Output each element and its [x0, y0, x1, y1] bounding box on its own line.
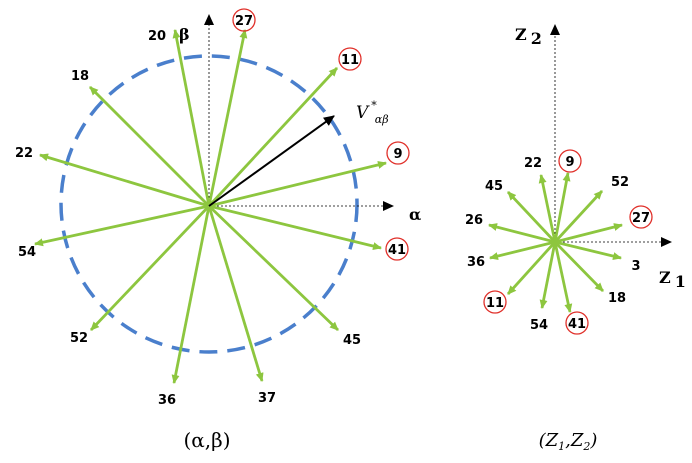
label-20: 20: [148, 29, 166, 44]
marker-11: [338, 47, 362, 71]
marker-41: [385, 237, 409, 261]
z-vector-26: [488, 223, 556, 244]
z-vector-45: [506, 191, 557, 243]
marker-27: [232, 8, 256, 32]
z-label-54: 54: [530, 318, 548, 333]
beta-axis-label: β: [179, 25, 190, 44]
z-vector-9: [553, 172, 571, 243]
label-37: 37: [258, 391, 276, 406]
vector-52: [89, 205, 211, 331]
z2-axis-label: Z 2: [515, 25, 542, 48]
caption-open: (: [539, 430, 547, 451]
z1-z2-caption: (Z1,Z2): [539, 430, 598, 453]
z-label-9: 9: [565, 155, 574, 170]
label-36: 36: [158, 393, 176, 408]
vector-37: [207, 205, 264, 382]
vector-18: [89, 86, 210, 207]
z-label-26: 26: [465, 213, 483, 228]
z1-z2-diagram: Z 1 Z 2 9: [465, 24, 686, 453]
z-marker-41: [565, 311, 589, 335]
reference-vector-label: V * αβ: [356, 96, 389, 126]
vector-11: [207, 67, 339, 207]
z-vector-11: [506, 241, 557, 295]
z-vector-41: [553, 241, 573, 313]
z-vector-36: [489, 240, 556, 260]
z-vector-18: [553, 241, 605, 292]
z-label-45: 45: [485, 179, 503, 194]
vector-22: [39, 153, 210, 208]
z-marker-9: [558, 149, 582, 173]
label-22: 22: [15, 146, 33, 161]
z-label-41: 41: [568, 317, 586, 332]
label-45: 45: [343, 333, 361, 348]
vector-41: [208, 204, 382, 250]
alpha-axis-label: α: [409, 205, 421, 224]
label-54: 54: [18, 245, 36, 260]
vector-9: [208, 161, 387, 208]
label-27: 27: [235, 14, 253, 29]
marker-9: [386, 141, 410, 165]
reference-vector: [208, 115, 335, 207]
z-marker-11: [483, 290, 507, 314]
z-label-36: 36: [467, 255, 485, 270]
alpha-beta-diagram: α β V * αβ: [15, 8, 421, 452]
left-vectors: [34, 29, 387, 384]
z-vector-27: [554, 223, 623, 244]
label-18: 18: [71, 69, 89, 84]
z-label-27: 27: [632, 211, 650, 226]
vector-54: [34, 204, 210, 247]
vector-20: [172, 29, 211, 207]
right-circled-markers: [483, 149, 653, 335]
label-9: 9: [393, 147, 402, 162]
z-vector-22: [538, 174, 557, 243]
label-52: 52: [70, 331, 88, 346]
z-vector-3: [554, 240, 622, 261]
left-circled-markers: [232, 8, 410, 261]
z-vector-52: [553, 190, 604, 243]
z-label-3: 3: [631, 259, 640, 274]
right-vectors: [488, 172, 623, 313]
label-41: 41: [388, 243, 406, 258]
vector-36: [171, 205, 211, 384]
vector-27: [207, 29, 248, 207]
alpha-beta-caption: (α,β): [183, 428, 230, 452]
z-label-22: 22: [524, 156, 542, 171]
label-11: 11: [341, 53, 359, 68]
z-label-52: 52: [611, 175, 629, 190]
vector-45: [208, 204, 339, 332]
z1-axis-label: Z 1: [659, 268, 686, 291]
z-vector-54: [539, 241, 557, 309]
z-marker-27: [629, 205, 653, 229]
z-label-18: 18: [608, 291, 626, 306]
reference-circle: [59, 54, 359, 354]
z-label-11: 11: [486, 296, 504, 311]
